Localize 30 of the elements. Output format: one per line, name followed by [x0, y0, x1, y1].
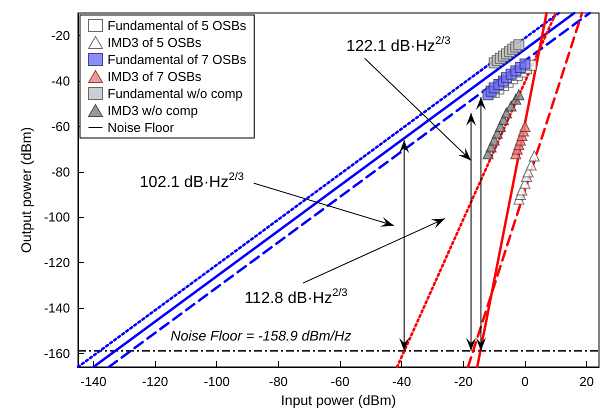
x-tick-label: 20	[579, 374, 594, 389]
legend-label: IMD3 w/o comp	[108, 103, 198, 118]
x-axis-title: Input power (dBm)	[280, 392, 396, 408]
y-tick-label: -40	[51, 74, 70, 89]
annotation: Noise Floor = -158.9 dBm/Hz	[170, 327, 352, 344]
annotation: 112.8 dB·Hz$^{2/3}$	[244, 286, 348, 308]
x-tick-label: -140	[80, 374, 106, 389]
annotation: 122.1 dB·Hz$^{2/3}$	[346, 34, 450, 56]
x-tick-label: -40	[392, 374, 412, 389]
y-tick-label: -160	[44, 346, 70, 361]
x-tick-label: -100	[204, 374, 230, 389]
x-tick-label: -20	[454, 374, 473, 389]
y-tick-label: -20	[51, 28, 70, 44]
x-tick-label: -60	[330, 374, 350, 389]
annotation: 102.1 dB·Hz$^{2/3}$	[140, 171, 244, 192]
legend-label: IMD3 of 5 OSBs	[108, 35, 202, 50]
legend-label: IMD3 of 7 OSBs	[108, 69, 202, 84]
y-axis-title: Output power (dBm)	[18, 126, 34, 254]
x-tick-label: 0	[521, 374, 529, 389]
legend-label: Fundamental of 7 OSBs	[108, 52, 247, 67]
x-tick-label: -120	[142, 374, 168, 389]
legend-label: Noise Floor	[108, 120, 175, 135]
y-tick-label: -60	[51, 118, 70, 134]
y-tick-label: -120	[44, 255, 70, 270]
y-tick-label: -100	[44, 210, 70, 225]
legend-label: Fundamental of 5 OSBs	[108, 18, 247, 33]
y-tick-label: -80	[51, 164, 70, 180]
y-tick-label: -140	[44, 300, 70, 316]
x-tick-label: -80	[268, 374, 288, 389]
legend-label: Fundamental w/o comp	[108, 86, 243, 101]
